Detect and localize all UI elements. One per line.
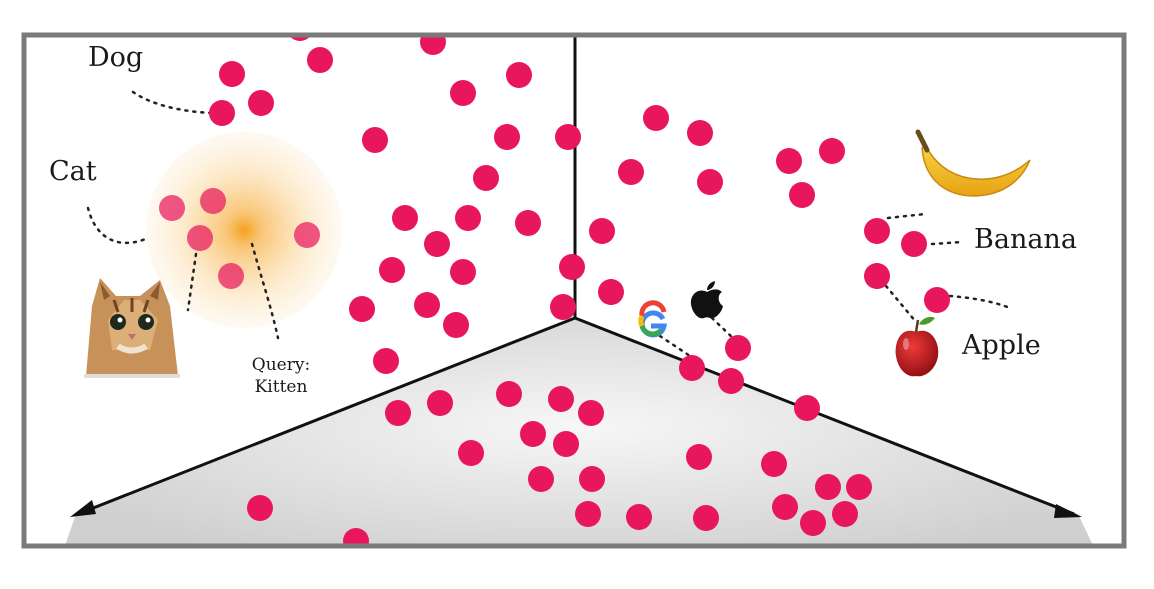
embedding-point xyxy=(385,400,411,426)
apple-pointer-line-2 xyxy=(948,294,1012,310)
embedding-point xyxy=(458,440,484,466)
embedding-point xyxy=(864,263,890,289)
query-label-line2: Kitten xyxy=(254,377,308,397)
embedding-point xyxy=(555,124,581,150)
embedding-point xyxy=(864,218,890,244)
google-logo xyxy=(638,300,668,338)
cat-photo-pointer-line xyxy=(186,252,198,312)
right-axis xyxy=(574,316,1075,516)
embedding-point xyxy=(815,474,841,500)
embedding-point xyxy=(643,105,669,131)
query-glow xyxy=(146,132,342,328)
embedding-point xyxy=(679,355,705,381)
embedding-point xyxy=(420,37,446,55)
left-axis-arrow xyxy=(70,500,96,517)
embedding-point xyxy=(450,259,476,285)
embedding-point xyxy=(761,451,787,477)
embedding-point xyxy=(290,37,310,41)
embedding-point xyxy=(693,505,719,531)
embedding-point xyxy=(294,222,320,248)
embedding-point xyxy=(473,165,499,191)
apple-fruit-icon xyxy=(895,316,939,377)
apple-pointer-line-1 xyxy=(884,284,918,324)
embedding-point xyxy=(697,169,723,195)
embedding-point xyxy=(575,501,601,527)
embedding-point xyxy=(725,335,751,361)
embedding-point xyxy=(553,431,579,457)
embedding-point xyxy=(427,390,453,416)
embedding-point xyxy=(443,312,469,338)
embedding-point xyxy=(794,395,820,421)
embedding-point xyxy=(559,254,585,280)
embedding-point xyxy=(772,494,798,520)
apple-logo xyxy=(690,281,723,319)
embedding-point xyxy=(379,257,405,283)
embedding-point xyxy=(496,381,522,407)
embedding-point xyxy=(392,205,418,231)
embedding-point xyxy=(515,210,541,236)
embedding-point xyxy=(548,386,574,412)
embedding-point xyxy=(349,296,375,322)
embedding-point xyxy=(579,466,605,492)
embedding-point xyxy=(598,279,624,305)
embedding-point xyxy=(687,120,713,146)
embedding-point xyxy=(686,444,712,470)
embedding-point xyxy=(800,510,826,536)
embedding-point xyxy=(506,62,532,88)
embedding-point xyxy=(307,47,333,73)
embedding-point xyxy=(455,205,481,231)
embedding-point xyxy=(718,368,744,394)
embedding-point xyxy=(159,195,185,221)
embedding-point xyxy=(219,61,245,87)
frame-border xyxy=(21,32,1127,549)
right-axis-arrow xyxy=(1054,504,1082,518)
embedding-point xyxy=(494,124,520,150)
banana-pointer-line-1 xyxy=(886,212,927,220)
dog-label: Dog xyxy=(88,42,144,73)
embedding-point xyxy=(247,495,273,521)
embedding-point xyxy=(589,218,615,244)
embedding-point xyxy=(362,127,388,153)
left-axis xyxy=(77,316,576,516)
embedding-point xyxy=(218,263,244,289)
embedding-point xyxy=(520,421,546,447)
embedding-point xyxy=(424,231,450,257)
embedding-point xyxy=(578,400,604,426)
embedding-point xyxy=(789,182,815,208)
embedding-point xyxy=(846,474,872,500)
query-label: Query: Kitten xyxy=(244,354,318,398)
embedding-point xyxy=(832,501,858,527)
embedding-point xyxy=(414,292,440,318)
cat-photo xyxy=(84,278,180,378)
dog-pointer-line xyxy=(131,90,216,115)
embedding-point xyxy=(187,225,213,251)
banana-label: Banana xyxy=(974,224,1077,255)
embedding-point xyxy=(343,528,369,544)
embedding-point xyxy=(248,90,274,116)
embedding-point xyxy=(209,100,235,126)
embedding-point xyxy=(776,148,802,174)
embedding-point xyxy=(550,294,576,320)
embedding-point xyxy=(924,287,950,313)
cat-pointer-line xyxy=(86,206,150,245)
cat-label: Cat xyxy=(49,156,97,187)
embedding-point xyxy=(626,504,652,530)
google-pointer-line xyxy=(658,334,692,358)
apple-logo-pointer-line xyxy=(710,316,737,342)
embedding-point xyxy=(618,159,644,185)
embedding-point xyxy=(528,466,554,492)
embedding-point xyxy=(373,348,399,374)
banana-icon xyxy=(915,129,1031,197)
embedding-point xyxy=(819,138,845,164)
embedding-points xyxy=(159,37,950,544)
embedding-point xyxy=(450,80,476,106)
embedding-point xyxy=(901,231,927,257)
query-pointer-line xyxy=(250,242,280,340)
apple-label: Apple xyxy=(962,330,1041,361)
embedding-point xyxy=(200,188,226,214)
query-label-line1: Query: xyxy=(251,355,311,375)
banana-pointer-line-2 xyxy=(930,240,964,246)
